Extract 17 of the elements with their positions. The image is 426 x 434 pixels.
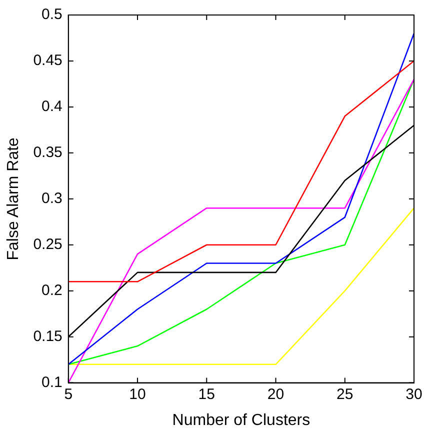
x-tick-label: 20 — [267, 386, 284, 403]
x-tick-label: 25 — [336, 386, 354, 403]
y-tick-label: 0.5 — [42, 6, 62, 24]
x-tick-label: 5 — [64, 386, 73, 403]
x-tick-label: 10 — [129, 386, 146, 403]
y-tick-label: 0.35 — [33, 144, 62, 162]
y-tick-label: 0.25 — [33, 236, 62, 254]
y-tick-label: 0.15 — [33, 328, 62, 345]
y-tick-label: 0.4 — [42, 98, 62, 116]
x-axis-title: Number of Clusters — [172, 412, 310, 429]
y-tick-label: 0.45 — [33, 52, 62, 70]
y-tick-label: 0.1 — [42, 374, 62, 391]
y-tick-label: 0.2 — [42, 282, 62, 299]
y-tick-label: 0.3 — [42, 190, 62, 208]
x-tick-label: 15 — [198, 386, 215, 403]
y-axis-title: False Alarm Rate — [5, 137, 22, 260]
x-tick-label: 30 — [406, 386, 422, 403]
